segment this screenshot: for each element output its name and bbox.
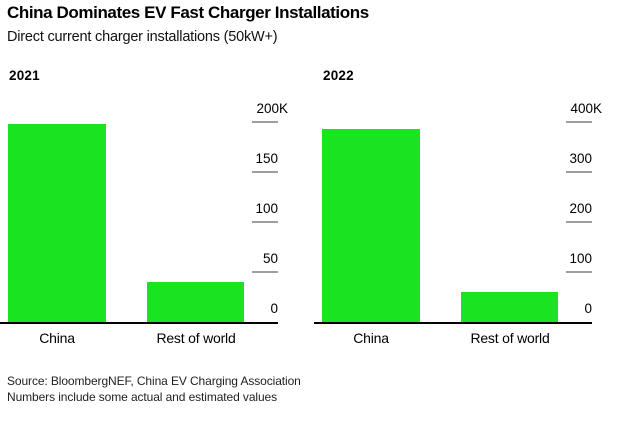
y-tick-label: 0 (270, 300, 278, 316)
y-tick-label: 200 (569, 200, 592, 216)
y-tick-label: 400K (570, 100, 602, 116)
bar-china-2021 (8, 124, 106, 322)
y-tick-dash (566, 171, 592, 173)
y-tick-label: 0 (584, 300, 592, 316)
plot-area-2021: 200K 150 100 50 0 (0, 101, 288, 324)
chart-title: China Dominates EV Fast Charger Installa… (7, 3, 369, 22)
chart-panel-2021: 2021 200K 150 100 50 0 China Rest of wor… (0, 62, 314, 362)
y-tick-label: 150 (255, 150, 278, 166)
y-tick-dash (252, 121, 278, 123)
footer-notes: Source: BloombergNEF, China EV Charging … (7, 373, 301, 405)
x-label-rest-of-world-2021: Rest of world (156, 330, 236, 346)
y-tick-dash (252, 221, 278, 223)
chart-subtitle: Direct current charger installations (50… (7, 29, 278, 45)
note-line: Numbers include some actual and estimate… (7, 390, 278, 404)
x-label-china-2022: China (353, 330, 389, 346)
panel-year-label-2022: 2022 (323, 68, 354, 83)
source-line: Source: BloombergNEF, China EV Charging … (7, 374, 301, 388)
y-tick-dash (566, 121, 592, 123)
y-tick-label: 100 (569, 250, 592, 266)
y-tick-label: 50 (262, 250, 278, 266)
y-tick-dash (566, 271, 592, 273)
plot-area-2022: 400K 300 200 100 0 (314, 101, 602, 324)
x-label-rest-of-world-2022: Rest of world (470, 330, 550, 346)
bar-china-2022 (322, 128, 420, 322)
y-tick-dash (252, 171, 278, 173)
panel-year-label-2021: 2021 (9, 68, 40, 83)
y-tick-label: 200K (256, 100, 288, 116)
bar-rest-of-world-2021 (147, 282, 244, 322)
y-tick-dash (252, 271, 278, 273)
chart-panel-2022: 2022 400K 300 200 100 0 China Rest of wo… (314, 62, 628, 362)
y-tick-label: 100 (255, 200, 278, 216)
y-tick-dash (566, 221, 592, 223)
y-tick-label: 300 (569, 150, 592, 166)
bar-rest-of-world-2022 (461, 291, 558, 322)
x-label-china-2021: China (39, 330, 75, 346)
